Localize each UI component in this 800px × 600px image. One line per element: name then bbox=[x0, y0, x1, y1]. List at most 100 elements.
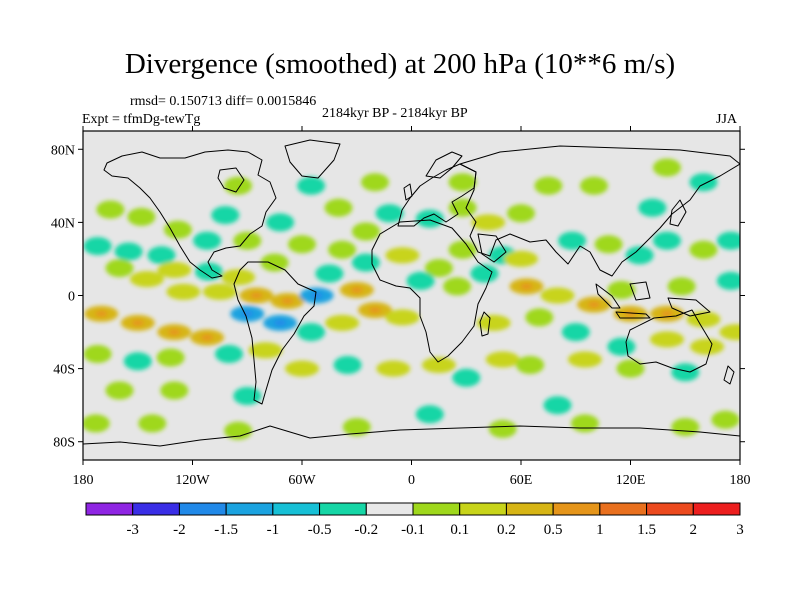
anomaly-blob bbox=[233, 387, 262, 405]
anomaly-blob bbox=[211, 206, 240, 225]
anomaly-core bbox=[369, 307, 381, 314]
colorbar-swatch bbox=[692, 502, 741, 516]
coastline-borneo bbox=[629, 281, 651, 301]
anomaly-blob bbox=[215, 345, 243, 363]
anomaly-blob bbox=[570, 414, 599, 433]
coastline-new-guinea bbox=[667, 297, 711, 317]
coastline-africa bbox=[371, 219, 493, 363]
colorbar-swatch bbox=[178, 502, 227, 516]
anomaly-blob bbox=[507, 204, 535, 223]
anomaly-blob bbox=[385, 309, 420, 326]
colorbar-label: 0.2 bbox=[497, 522, 516, 538]
colorbar-label: -0.5 bbox=[308, 522, 332, 538]
anomaly-blob bbox=[114, 242, 143, 261]
colorbar-swatch bbox=[132, 502, 180, 516]
anomaly-core bbox=[281, 298, 294, 304]
anomaly-blob bbox=[123, 352, 152, 371]
anomaly-blob bbox=[448, 173, 477, 192]
anomaly-blob bbox=[476, 314, 511, 331]
lon-tick-label: 0 bbox=[408, 473, 415, 488]
anomaly-blob bbox=[375, 204, 404, 223]
lon-tick-label: 180 bbox=[730, 473, 751, 488]
coastline-greenland bbox=[284, 139, 341, 179]
colorbar-swatch bbox=[365, 502, 414, 516]
lon-tick-label: 60E bbox=[510, 473, 533, 488]
lat-tick-label: 40S bbox=[53, 363, 75, 378]
colorbar-label: -1 bbox=[267, 522, 280, 538]
colorbar-label: -0.1 bbox=[401, 522, 425, 538]
colorbar-label: 3 bbox=[736, 522, 744, 538]
anomaly-blob bbox=[443, 277, 472, 296]
anomaly-blob bbox=[96, 200, 125, 219]
lat-tick-label: 40N bbox=[51, 216, 75, 231]
colorbar-label: -3 bbox=[126, 522, 139, 538]
season-label: JJA bbox=[716, 112, 738, 127]
colorbar-label: -1.5 bbox=[214, 522, 238, 538]
anomaly-blob bbox=[333, 356, 362, 374]
anomaly-core bbox=[588, 301, 600, 308]
anomaly-blob bbox=[716, 271, 740, 290]
lon-tick-label: 120E bbox=[616, 473, 646, 488]
anomaly-blob bbox=[594, 235, 623, 254]
coastline-british-isles bbox=[403, 183, 413, 201]
anomaly-blob bbox=[504, 250, 538, 267]
anomaly-blob bbox=[285, 360, 319, 377]
anomaly-blob bbox=[607, 281, 636, 299]
anomaly-blob bbox=[561, 323, 590, 342]
anomaly-blob bbox=[543, 396, 572, 415]
colorbar-label: 2 bbox=[690, 522, 698, 538]
anomaly-blob bbox=[325, 314, 360, 331]
anomaly-core bbox=[274, 319, 287, 326]
lat-tick-label: 80N bbox=[51, 143, 75, 158]
anomaly-blob bbox=[248, 342, 283, 359]
coastline-south-america bbox=[233, 261, 317, 405]
anomaly-blob bbox=[221, 269, 256, 286]
colorbar-label: -2 bbox=[173, 522, 186, 538]
anomaly-blob bbox=[147, 246, 176, 265]
anomaly-blob bbox=[266, 213, 295, 232]
lat-tick-label: 0 bbox=[68, 290, 75, 305]
rmsd-diff-stats: rmsd= 0.150713 diff= 0.0015846 bbox=[130, 94, 317, 109]
anomaly-blob bbox=[233, 231, 262, 250]
anomaly-blob bbox=[157, 261, 192, 278]
anomaly-blob bbox=[534, 176, 563, 195]
anomaly-blob bbox=[163, 220, 192, 239]
lat-tick-label: 80S bbox=[53, 436, 75, 451]
lon-tick-label: 60W bbox=[288, 473, 316, 488]
anomaly-blob bbox=[288, 235, 316, 254]
anomaly-blob bbox=[83, 345, 112, 363]
anomaly-core bbox=[624, 310, 637, 317]
anomaly-blob bbox=[127, 207, 156, 226]
colorbar-swatch bbox=[459, 502, 507, 516]
anomaly-blob bbox=[342, 418, 371, 437]
anomaly-blob bbox=[361, 173, 389, 192]
anomaly-blob bbox=[415, 405, 444, 424]
anomaly-core bbox=[310, 292, 323, 299]
anomaly-blob bbox=[525, 308, 554, 327]
anomaly-core bbox=[661, 310, 673, 317]
anomaly-blob bbox=[719, 324, 740, 341]
colorbar-swatch bbox=[646, 502, 694, 516]
anomaly-blob bbox=[638, 198, 667, 217]
coastline-scandinavia bbox=[425, 151, 463, 179]
coastline-arabia bbox=[477, 233, 507, 263]
anomaly-blob bbox=[160, 381, 189, 400]
coastline-hudson-bay bbox=[217, 167, 245, 193]
colorbar-label: 1.5 bbox=[637, 522, 656, 538]
anomaly-blob bbox=[470, 264, 499, 283]
colorbar-swatch bbox=[272, 502, 321, 516]
anomaly-blob bbox=[224, 176, 253, 195]
anomaly-blob bbox=[194, 262, 223, 281]
lon-tick-label: 120W bbox=[175, 473, 210, 488]
anomaly-blob bbox=[351, 253, 380, 272]
experiment-label: Expt = tfmDg-tewTg bbox=[82, 112, 201, 127]
colorbar-swatch bbox=[319, 502, 367, 516]
anomaly-blob bbox=[202, 283, 237, 300]
anomaly-blob bbox=[138, 414, 167, 433]
anomaly-blob bbox=[711, 410, 740, 429]
divergence-field bbox=[83, 158, 740, 440]
coastline-japan bbox=[669, 199, 687, 227]
anomaly-blob bbox=[385, 247, 420, 264]
colorbar-swatch bbox=[505, 502, 554, 516]
